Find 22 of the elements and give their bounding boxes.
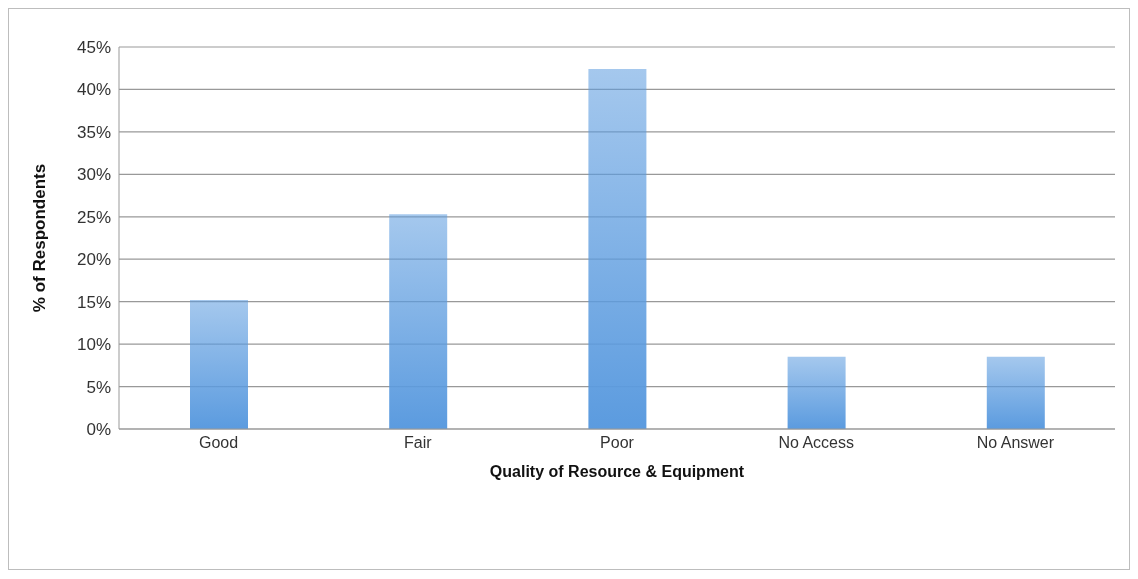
x-tick-label: Poor bbox=[600, 434, 635, 452]
y-tick-label: 45% bbox=[76, 38, 111, 58]
y-tick-label: 15% bbox=[76, 292, 111, 312]
y-tick-label: 10% bbox=[76, 335, 111, 355]
x-tick-label: Good bbox=[199, 434, 239, 452]
y-tick-label: 30% bbox=[76, 165, 111, 185]
y-tick-label: 40% bbox=[76, 80, 111, 100]
x-tick-label: No Access bbox=[778, 434, 854, 452]
y-axis-title: % of Respondents bbox=[30, 163, 50, 313]
bar bbox=[986, 356, 1045, 429]
bar bbox=[588, 69, 647, 429]
x-tick-label: Fair bbox=[404, 434, 433, 452]
x-axis-title: Quality of Resource & Equipment bbox=[489, 463, 745, 480]
y-tick-label: 25% bbox=[76, 207, 111, 227]
bar bbox=[389, 214, 448, 429]
y-tick-label: 0% bbox=[86, 420, 111, 440]
bar bbox=[787, 356, 846, 429]
y-tick-label: 35% bbox=[76, 122, 111, 142]
bar bbox=[190, 299, 248, 429]
y-tick-label: 20% bbox=[76, 250, 111, 270]
x-tick-label: No Answer bbox=[976, 434, 1055, 452]
y-tick-label: 5% bbox=[86, 377, 111, 397]
